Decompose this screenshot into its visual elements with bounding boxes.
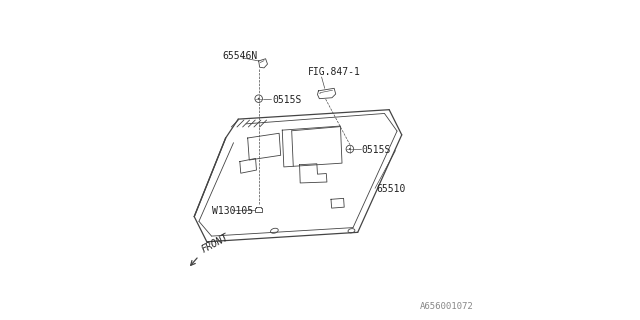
Text: 0515S: 0515S bbox=[272, 95, 301, 105]
Circle shape bbox=[349, 148, 351, 150]
Text: 65546N: 65546N bbox=[223, 51, 258, 61]
Text: FRONT: FRONT bbox=[200, 232, 230, 254]
Text: FIG.847-1: FIG.847-1 bbox=[307, 67, 360, 77]
Circle shape bbox=[258, 98, 260, 100]
Text: W130105: W130105 bbox=[211, 206, 253, 216]
Text: 0515S: 0515S bbox=[362, 145, 391, 155]
Text: 65510: 65510 bbox=[376, 184, 405, 194]
Text: A656001072: A656001072 bbox=[420, 302, 474, 311]
